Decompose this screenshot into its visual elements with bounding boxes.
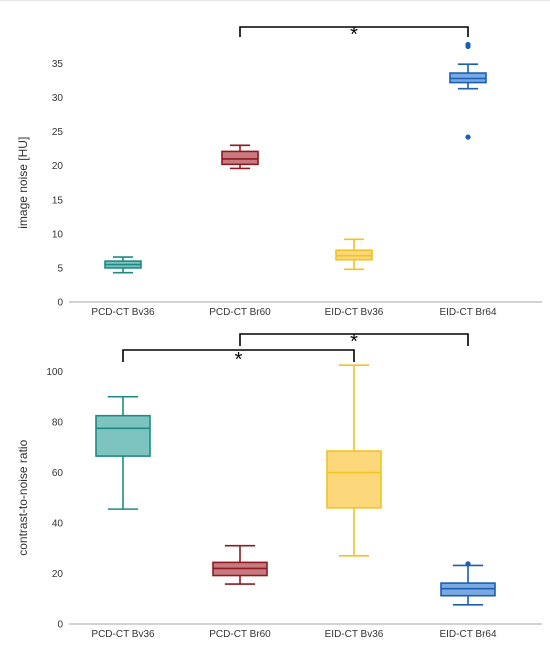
panel-2-significance-bracket-2: * bbox=[239, 331, 469, 353]
panel-2-y-tick-label: 80 bbox=[52, 418, 64, 429]
top-border-line bbox=[0, 0, 550, 1]
iqr-box bbox=[326, 450, 382, 509]
panel-2-x-tick-label: PCD-CT Br60 bbox=[209, 629, 271, 640]
panel-1-y-tick-label: 0 bbox=[57, 298, 63, 309]
panel-1-y-tick-label: 35 bbox=[52, 59, 64, 70]
significance-star: * bbox=[350, 24, 358, 46]
panel-2-box-4 bbox=[440, 561, 496, 606]
panel-2-significance-bracket-1: * bbox=[122, 349, 355, 371]
panel-2-y-axis-title: contrast-to-noise ratio bbox=[16, 439, 30, 555]
iqr-box bbox=[95, 414, 151, 457]
panel-1-box-4 bbox=[449, 41, 487, 140]
panel-2-y-tick-label: 40 bbox=[52, 519, 64, 530]
panel-2-y-tick-label: 20 bbox=[52, 569, 64, 580]
significance-star: * bbox=[350, 331, 358, 353]
iqr-box bbox=[221, 150, 259, 166]
outlier-point bbox=[465, 561, 471, 567]
panel-2-y-tick-label: 100 bbox=[46, 367, 63, 378]
panel-1-y-axis-title: image noise [HU] bbox=[16, 137, 30, 229]
panel-1-y-tick-label: 30 bbox=[52, 93, 64, 104]
panel-1-y-tick-label: 15 bbox=[52, 195, 64, 206]
panel-1-significance-bracket-1: * bbox=[239, 24, 469, 46]
panel-1-box-3 bbox=[335, 238, 373, 271]
bracket-line bbox=[122, 349, 355, 362]
panel-1-box-2 bbox=[221, 144, 259, 170]
panel-1-y-tick-label: 5 bbox=[57, 263, 63, 274]
outlier-point bbox=[465, 41, 471, 48]
panel-2-y-tick-label: 60 bbox=[52, 468, 64, 479]
significance-star: * bbox=[235, 349, 243, 371]
panel-1-x-tick-label: PCD-CT Bv36 bbox=[91, 307, 155, 318]
panel-1-x-tick-label: EID-CT Br64 bbox=[439, 307, 496, 318]
bracket-line bbox=[239, 333, 469, 346]
panel-2-box-3 bbox=[326, 364, 382, 557]
panel-1-x-tick-label: EID-CT Bv36 bbox=[325, 307, 384, 318]
panel-2-x-tick-label: EID-CT Br64 bbox=[439, 629, 496, 640]
panel-1-box-1 bbox=[104, 256, 142, 274]
panel-2-box-1 bbox=[95, 395, 151, 510]
panel-1-y-tick-label: 10 bbox=[52, 229, 64, 240]
outlier-point bbox=[465, 134, 471, 140]
panel-2-plot: 0 20 40 60 80 100 contrast-to-noise ratio PCD-C… bbox=[16, 331, 542, 640]
panel-1-y-tick-label: 20 bbox=[52, 161, 64, 172]
panel-1-x-tick-label: PCD-CT Br60 bbox=[209, 307, 271, 318]
panel-2-box-2 bbox=[212, 544, 268, 585]
bracket-line bbox=[239, 26, 469, 37]
panel-1-plot: 0 5 10 15 20 25 30 35 image noise [HU] PCD-CT Bv3… bbox=[16, 24, 542, 318]
panel-2-x-tick-label: PCD-CT Bv36 bbox=[91, 629, 155, 640]
panel-1-y-tick-label: 25 bbox=[52, 127, 64, 138]
panel-2-y-tick-label: 0 bbox=[57, 620, 63, 631]
panel-2-x-tick-label: EID-CT Bv36 bbox=[325, 629, 384, 640]
